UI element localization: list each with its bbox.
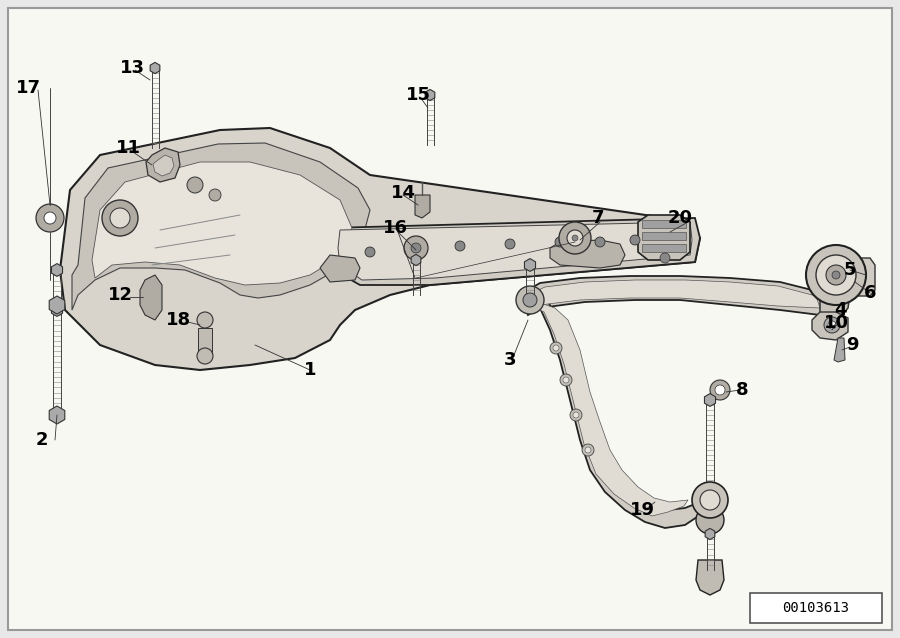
Text: 7: 7	[592, 209, 604, 227]
Circle shape	[44, 212, 56, 224]
Polygon shape	[338, 222, 692, 280]
Polygon shape	[528, 280, 820, 310]
Circle shape	[715, 385, 725, 395]
Polygon shape	[425, 89, 435, 101]
Polygon shape	[638, 215, 690, 260]
Text: 00103613: 00103613	[782, 601, 850, 615]
Circle shape	[36, 204, 64, 232]
Polygon shape	[51, 304, 62, 316]
Polygon shape	[92, 162, 352, 285]
Text: 4: 4	[833, 301, 846, 319]
Circle shape	[696, 506, 724, 534]
Polygon shape	[524, 295, 700, 528]
Circle shape	[404, 236, 428, 260]
Circle shape	[102, 200, 138, 236]
Bar	[198, 328, 212, 356]
Bar	[750, 593, 882, 623]
Circle shape	[832, 271, 840, 279]
Polygon shape	[150, 63, 160, 73]
Polygon shape	[50, 406, 65, 424]
Circle shape	[209, 189, 221, 201]
Bar	[642, 220, 686, 228]
Polygon shape	[51, 263, 62, 276]
Circle shape	[187, 177, 203, 193]
Circle shape	[816, 255, 856, 295]
Polygon shape	[60, 128, 700, 370]
Text: 15: 15	[406, 86, 430, 104]
Circle shape	[595, 237, 605, 247]
Text: 6: 6	[864, 284, 877, 302]
Circle shape	[516, 286, 544, 314]
Circle shape	[692, 482, 728, 518]
Circle shape	[553, 345, 559, 351]
Polygon shape	[411, 255, 421, 265]
Circle shape	[570, 409, 582, 421]
Circle shape	[197, 312, 213, 328]
Circle shape	[700, 490, 720, 510]
Circle shape	[710, 380, 730, 400]
Polygon shape	[50, 296, 65, 314]
Polygon shape	[706, 528, 715, 540]
Polygon shape	[320, 255, 360, 282]
Text: 10: 10	[824, 314, 849, 332]
Polygon shape	[834, 338, 845, 362]
Polygon shape	[415, 195, 430, 218]
Circle shape	[573, 412, 579, 418]
Text: 8: 8	[735, 381, 748, 399]
Circle shape	[660, 253, 670, 263]
Text: 14: 14	[391, 184, 416, 202]
Circle shape	[585, 447, 591, 453]
Polygon shape	[140, 275, 162, 320]
Circle shape	[455, 241, 465, 251]
Circle shape	[567, 230, 583, 246]
Text: 17: 17	[15, 79, 40, 97]
Circle shape	[110, 208, 130, 228]
Circle shape	[505, 239, 515, 249]
Text: 12: 12	[107, 286, 132, 304]
Text: 9: 9	[846, 336, 859, 354]
Polygon shape	[525, 258, 535, 271]
Polygon shape	[146, 148, 180, 182]
Circle shape	[415, 243, 425, 253]
Text: 13: 13	[120, 59, 145, 77]
Text: 16: 16	[382, 219, 408, 237]
Circle shape	[630, 235, 640, 245]
Polygon shape	[820, 282, 850, 318]
Circle shape	[560, 374, 572, 386]
Circle shape	[550, 342, 562, 354]
Text: 3: 3	[504, 351, 517, 369]
Text: 5: 5	[844, 261, 856, 279]
Circle shape	[806, 245, 866, 305]
Text: 19: 19	[629, 501, 654, 519]
Bar	[642, 244, 686, 252]
Polygon shape	[550, 240, 625, 268]
Text: 11: 11	[115, 139, 140, 157]
Polygon shape	[153, 155, 174, 176]
Polygon shape	[848, 258, 875, 296]
Text: 2: 2	[36, 431, 49, 449]
Circle shape	[826, 265, 846, 285]
Polygon shape	[705, 394, 716, 406]
Bar	[642, 232, 686, 240]
Polygon shape	[524, 276, 828, 315]
Polygon shape	[696, 560, 724, 595]
Text: 20: 20	[668, 209, 692, 227]
Circle shape	[559, 222, 591, 254]
Circle shape	[563, 377, 569, 383]
Text: 1: 1	[304, 361, 316, 379]
Circle shape	[523, 293, 537, 307]
Circle shape	[824, 317, 840, 333]
Polygon shape	[530, 303, 688, 516]
Circle shape	[572, 235, 578, 241]
Circle shape	[828, 321, 836, 329]
Polygon shape	[330, 218, 700, 285]
Polygon shape	[72, 143, 370, 310]
Circle shape	[365, 247, 375, 257]
Polygon shape	[812, 312, 848, 340]
Circle shape	[582, 444, 594, 456]
Circle shape	[197, 348, 213, 364]
Circle shape	[555, 237, 565, 247]
Circle shape	[411, 243, 421, 253]
Text: 18: 18	[166, 311, 191, 329]
